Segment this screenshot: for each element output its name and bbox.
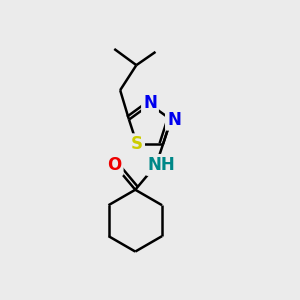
Text: N: N <box>143 94 157 112</box>
Text: NH: NH <box>148 156 175 174</box>
Text: N: N <box>167 111 181 129</box>
Text: S: S <box>131 135 143 153</box>
Text: O: O <box>107 156 122 174</box>
